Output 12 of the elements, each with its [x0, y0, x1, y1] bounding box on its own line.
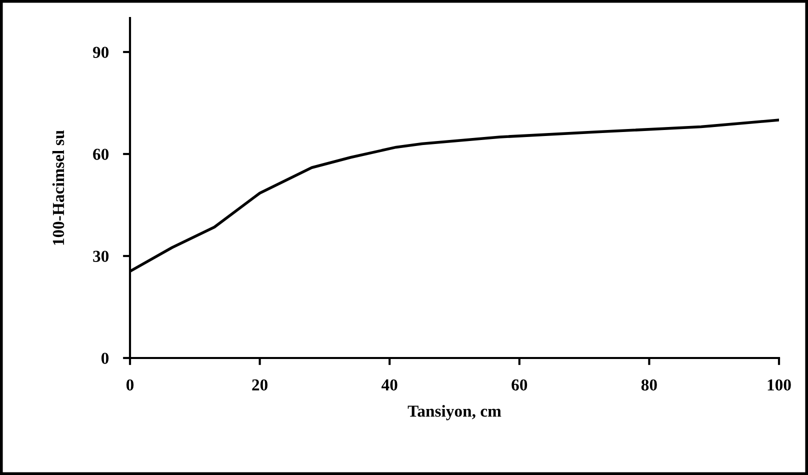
x-tick-label: 40 [381, 379, 398, 391]
x-axis-title: Tansiyon, cm [408, 405, 502, 420]
x-tick-label: 60 [512, 379, 528, 391]
y-tick-label: 30 [93, 250, 109, 262]
x-tick-label: 80 [641, 379, 657, 391]
x-tick-label: 0 [126, 379, 134, 391]
y-tick-label: 90 [92, 46, 109, 58]
x-tick-label: 100 [768, 379, 791, 391]
x-tick-label: 20 [252, 379, 268, 391]
y-tick-label: 0 [101, 352, 109, 364]
y-axis-title: 100-Hacimsel su [52, 130, 64, 245]
y-tick-label: 60 [93, 148, 109, 160]
